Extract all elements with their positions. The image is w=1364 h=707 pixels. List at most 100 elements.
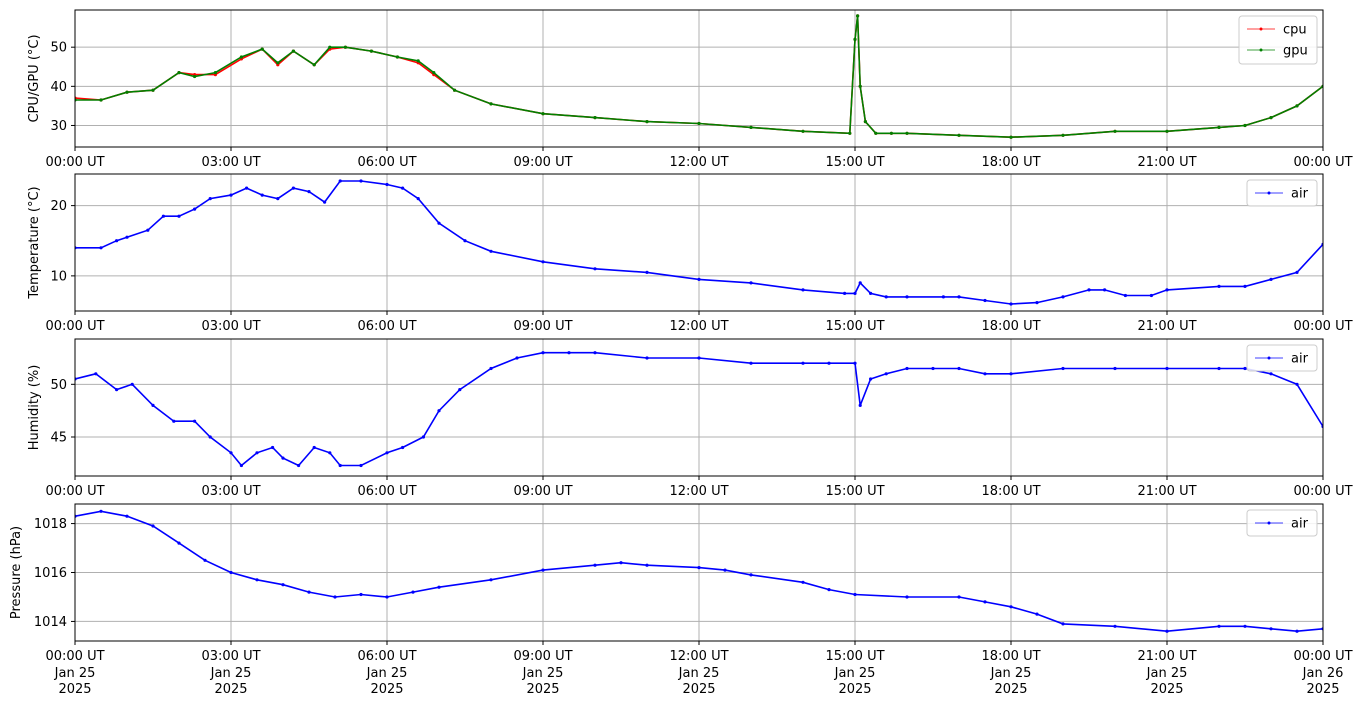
data-point-air [801,580,805,584]
data-point-air [1103,288,1107,292]
data-point-air [1165,366,1169,371]
data-point-gpu [957,133,961,137]
data-point-air [697,566,701,570]
data-point-air [385,451,389,455]
data-point-air [312,445,316,450]
data-point-air [1243,624,1247,628]
y-tick-label: 10 [50,269,67,284]
x-tick-label: 06:00 UT [357,319,416,334]
legend: air [1246,509,1318,537]
data-point-air [957,595,961,599]
data-point-gpu [541,112,545,116]
data-point-air [827,361,831,365]
data-point-air [297,463,301,468]
data-point-air [1269,372,1273,376]
data-point-air [229,570,233,575]
x-tick-label: 12:00 UT [669,319,728,334]
data-point-gpu [863,120,868,124]
data-point-air [1295,270,1299,274]
series-line-gpu [75,15,1323,139]
y-axis-label: Pressure (hPa) [9,526,24,619]
data-point-air [884,372,888,376]
data-point-gpu [1009,135,1013,139]
legend-label-cpu: cpu [1283,23,1307,38]
legend-label-gpu: gpu [1283,44,1308,59]
data-point-air [858,403,862,407]
data-point-air [255,578,259,582]
data-point-gpu [856,14,860,18]
data-point-air [99,509,103,513]
data-point-air [1165,629,1169,633]
x-tick-date-label: 2025 [682,682,715,697]
x-tick-label: 06:00 UT [357,484,416,499]
y-tick-label: 40 [50,80,67,95]
legend-label-air: air [1291,517,1309,532]
data-point-air [941,295,946,299]
data-point-air [1123,293,1127,298]
x-tick-label: 18:00 UT [981,484,1040,499]
x-tick-label: 18:00 UT [981,319,1040,334]
data-point-air [338,463,342,468]
data-point-air [1243,366,1247,371]
data-point-air [1061,366,1065,371]
legend-label-air: air [1291,352,1309,367]
data-point-air [161,214,165,218]
data-point-gpu [801,129,805,133]
data-point-air [208,435,212,439]
data-point-gpu [905,131,909,135]
data-point-gpu [1243,123,1247,128]
x-tick-label: 00:00 UT [1293,155,1352,170]
y-tick-label: 50 [50,41,67,56]
y-axis-label: Humidity (%) [27,365,42,451]
data-point-air [416,197,420,201]
y-axis-label: Temperature (°C) [27,186,42,299]
data-point-air [203,558,207,562]
panel-humidity: 00:00 UT 03:00 UT 06:00 UT 09:00 UT 12:00 UT… [27,338,1353,499]
data-point-air [307,190,311,194]
data-point-air [177,214,181,218]
data-point-air [99,246,103,250]
data-point-air [94,372,98,376]
data-point-air [723,568,727,572]
x-tick-label: 06:00 UT [357,155,416,170]
data-point-gpu [889,131,894,135]
data-point-air [1295,629,1299,633]
x-tick-label: 21:00 UT [1137,649,1196,664]
x-tick-label: 03:00 UT [201,319,260,334]
data-point-gpu [1165,129,1169,133]
series-line-air [75,351,1323,467]
data-point-air [385,595,389,599]
data-point-air [983,298,987,303]
data-point-air [411,590,415,594]
data-point-gpu [213,71,217,75]
data-point-air [931,366,935,371]
data-point-air [359,179,363,183]
data-point-air [853,361,857,365]
x-tick-label: 03:00 UT [201,484,260,499]
x-tick-date-label: 2025 [1150,682,1183,697]
data-point-air [208,197,212,201]
data-point-gpu [853,37,857,42]
data-point-gpu [1295,104,1299,108]
x-tick-date-label: Jan 25 [834,666,876,681]
data-point-air [749,361,753,365]
legend-label-air: air [1291,187,1309,202]
data-point-air [1009,302,1013,306]
data-point-air [853,592,857,597]
data-point-air [271,445,275,450]
data-point-gpu [1113,129,1117,133]
data-point-air [281,583,285,587]
data-point-air [489,578,493,582]
data-point-air [749,281,753,285]
x-tick-date-label: Jan 25 [678,666,720,681]
x-tick-label: 09:00 UT [513,155,572,170]
x-tick-label: 15:00 UT [825,484,884,499]
x-tick-label: 06:00 UT [357,649,416,664]
data-point-air [255,451,259,455]
x-tick-label: 09:00 UT [513,484,572,499]
x-tick-date-label: 2025 [838,682,871,697]
legend-marker-gpu [1259,48,1263,52]
data-point-air [151,524,155,528]
data-point-air [115,388,119,392]
y-axis-label: CPU/GPU (°C) [27,34,42,122]
